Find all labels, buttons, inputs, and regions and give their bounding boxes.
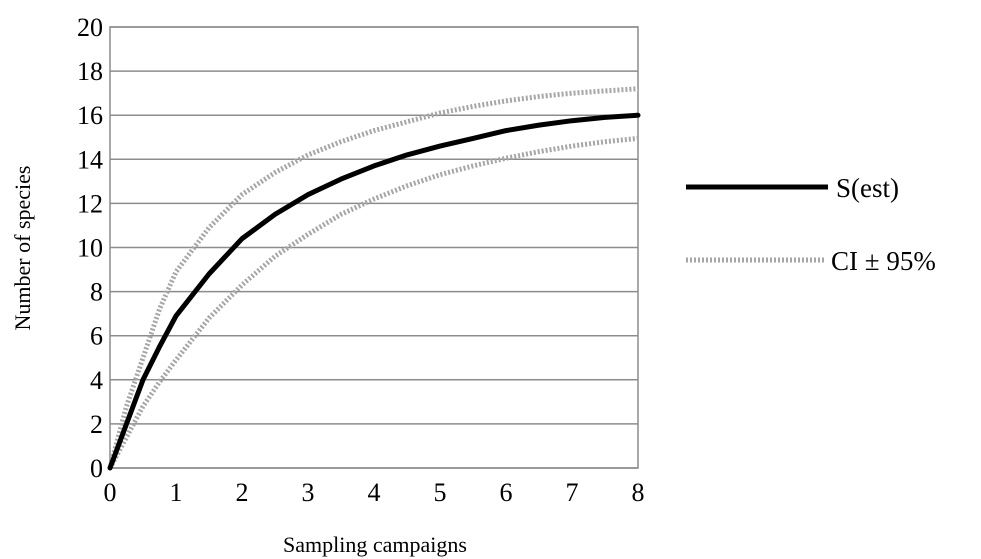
- x-tick-label-0: 0: [104, 478, 117, 507]
- y-tick-label-20: 20: [77, 13, 103, 42]
- ci-lower-line: [107, 135, 639, 470]
- y-tick-label-2: 2: [90, 410, 103, 439]
- y-tick-label-4: 4: [90, 366, 103, 395]
- y-tick-label-6: 6: [90, 322, 103, 351]
- sest-line: [107, 112, 641, 471]
- x-tick-label-2: 2: [236, 478, 249, 507]
- x-axis-ticks: 0 1 2 3 4 5 6 7 8: [104, 478, 645, 507]
- y-tick-label-10: 10: [77, 234, 103, 263]
- y-tick-label-18: 18: [77, 57, 103, 86]
- ci-upper-line: [107, 86, 639, 469]
- y-tick-label-14: 14: [77, 145, 103, 174]
- y-axis-title: Number of species: [10, 166, 35, 331]
- y-tick-label-16: 16: [77, 101, 103, 130]
- legend-label-ci: CI ± 95%: [831, 246, 936, 276]
- series-layer: [107, 86, 641, 471]
- y-axis-ticks: 0 2 4 6 8 10 12 14 16 18 20: [77, 13, 103, 483]
- y-tick-label-0: 0: [90, 454, 103, 483]
- y-tick-label-8: 8: [90, 278, 103, 307]
- legend-label-sest: S(est): [836, 173, 899, 203]
- x-tick-label-6: 6: [500, 478, 513, 507]
- x-tick-label-7: 7: [566, 478, 579, 507]
- x-tick-label-5: 5: [434, 478, 447, 507]
- x-tick-label-4: 4: [368, 478, 381, 507]
- x-axis-title: Sampling campaigns: [283, 532, 467, 557]
- x-tick-label-3: 3: [302, 478, 315, 507]
- x-tick-label-1: 1: [170, 478, 183, 507]
- y-tick-label-12: 12: [77, 189, 103, 218]
- legend: S(est) CI ± 95%: [686, 173, 936, 276]
- gridlines: [110, 26, 638, 469]
- x-tick-label-8: 8: [632, 478, 645, 507]
